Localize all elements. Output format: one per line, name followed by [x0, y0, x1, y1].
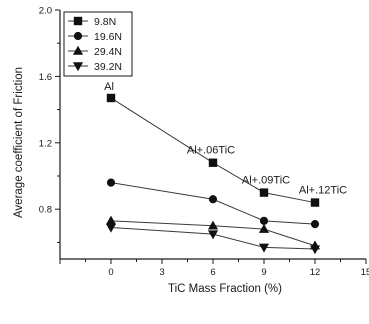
data-point-19.6N-x12 [310, 220, 320, 229]
x-tick-label: 15 [361, 267, 369, 278]
data-point-39.2N-x9 [258, 243, 270, 253]
data-point-9.8N-x0 [106, 93, 116, 103]
data-point-29.4N-x9 [258, 223, 270, 233]
legend-label: 9.8N [94, 16, 116, 28]
axes: 0 3 6 9 12 15 0.8 1.2 1.6 2.0 TiC Mass Fraction (%… [13, 6, 369, 296]
legend-marker-29.4N [72, 45, 84, 55]
annotation-label: Al [104, 81, 114, 93]
x-tick-label: 0 [108, 267, 113, 278]
data-point-39.2N-x0 [105, 223, 117, 233]
data-point-9.8N-x6 [208, 158, 218, 167]
legend-label: 29.4N [94, 46, 122, 58]
series-line-9.8N [110, 97, 316, 204]
data-point-19.6N-x0 [106, 178, 116, 187]
x-tick-label: 9 [261, 267, 266, 278]
y-axis-label: Average coefficient of Friction [13, 67, 25, 218]
x-tick-label: 3 [159, 267, 164, 278]
legend-marker-9.8N [73, 16, 83, 26]
legend: 9.8N 19.6N 29.4N 39.2N [63, 11, 133, 77]
series-lines [110, 97, 316, 250]
annotation-label: Al+.09TiC [242, 175, 290, 187]
annotations: Al Al+.06TiC Al+.09TiC Al+.12TiC [104, 81, 347, 197]
data-point-9.8N-x9 [259, 188, 269, 197]
y-tick-label: 1.6 [39, 72, 52, 83]
annotation-label: Al+.06TiC [187, 145, 235, 157]
series-markers [105, 93, 321, 255]
data-point-19.6N-x6 [208, 195, 218, 204]
series-line-29.4N [110, 220, 316, 247]
data-point-29.4N-x0 [105, 215, 117, 225]
legend-label: 39.2N [94, 61, 122, 73]
x-tick-label: 6 [210, 267, 215, 278]
data-point-39.2N-x6 [207, 230, 219, 240]
legend-marker-19.6N [73, 31, 83, 41]
annotation-label: Al+.12TiC [299, 185, 347, 197]
legend-label: 19.6N [94, 31, 122, 43]
y-tick-label: 0.8 [39, 205, 52, 216]
series-line-19.6N [110, 182, 316, 225]
x-axis-label: TiC Mass Fraction (%) [168, 283, 282, 295]
y-tick-label: 2.0 [39, 6, 52, 17]
data-point-39.2N-x12 [309, 245, 321, 255]
y-tick-label: 1.2 [39, 138, 52, 149]
series-line-39.2N [110, 226, 316, 250]
data-point-9.8N-x12 [310, 198, 320, 207]
x-tick-label: 12 [310, 267, 321, 278]
data-point-19.6N-x9 [259, 216, 269, 225]
legend-marker-39.2N [72, 62, 84, 72]
data-point-29.4N-x6 [207, 220, 219, 230]
